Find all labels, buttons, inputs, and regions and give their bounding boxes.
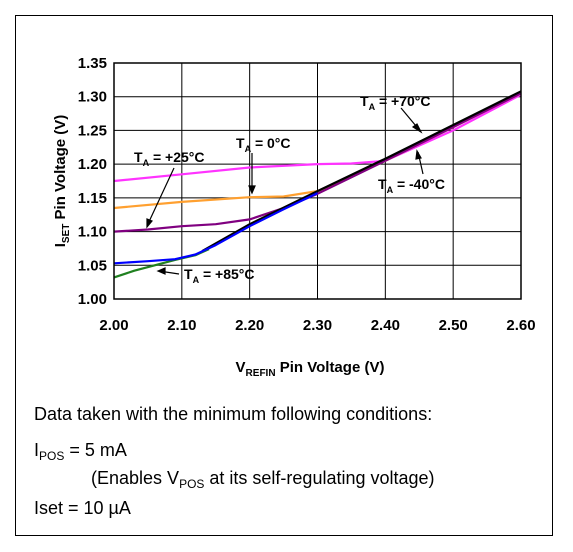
note-line-1: Data taken with the minimum following co… [34,404,433,424]
annotation-t0-main: T [236,135,245,151]
annotation-t0-rest: = 0°C [251,135,290,151]
y-tick-label: 1.35 [78,55,107,72]
note-line-3-pre: (Enables V [91,468,180,488]
note-line-3-sub: POS [179,477,205,491]
x-tick-label: 2.10 [167,317,196,334]
y-axis-label-sub: SET [61,224,72,243]
x-axis-label: VREFIN Pin Voltage (V) [236,359,385,379]
annotation-t25-main: T [134,149,143,165]
y-tick-label: 1.30 [78,89,107,106]
y-axis-label-rest: Pin Voltage (V) [52,115,69,224]
annotation-arrows [146,107,424,275]
annotation-t70-sub: A [369,102,376,112]
note-line-2: IPOS = 5 mA [34,440,127,463]
y-tick-label: 1.05 [78,257,107,274]
x-tick-label: 2.40 [371,317,400,334]
annotation-t70-rest: = +70°C [375,93,430,109]
x-tick-label: 2.60 [506,317,535,334]
figure-frame: 2.00 2.10 2.20 2.30 2.40 2.50 2.60 1.00 1.05 1.1… [15,15,553,536]
annotation-t0-sub: A [245,144,252,154]
note-line-2-rest: = 5 mA [64,440,127,460]
arrowhead-t70 [411,123,423,134]
annotation-t25-sub: A [143,158,150,168]
note-line-3-post: at its self-regulating voltage) [204,468,435,488]
x-tick-label: 2.00 [99,317,128,334]
y-tick-label: 1.20 [78,156,107,173]
y-tick-label: 1.00 [78,291,107,308]
x-axis-label-rest: Pin Voltage (V) [276,359,385,376]
arrowhead-t0 [248,185,256,195]
y-axis-label: ISET Pin Voltage (V) [52,115,72,248]
y-axis-label-main: I [52,243,69,247]
arrowhead-t25 [146,218,153,229]
series-group [113,90,522,279]
arrow-t25 [146,167,175,227]
annotation-t70-main: T [360,93,369,109]
grid [113,62,522,300]
series-line-5 [113,192,318,265]
annotation-t25: TA = +25°C [134,149,204,168]
y-tick-labels: 1.00 1.05 1.10 1.15 1.20 1.25 1.30 1.35 [78,55,107,308]
arrowhead-tm40 [415,149,422,160]
note-line-2-main: I [34,440,40,460]
annotation-tm40-main: T [378,176,387,192]
annotation-t25-rest: = +25°C [149,149,204,165]
x-axis-label-main: V [236,359,246,376]
x-tick-label: 2.50 [439,317,468,334]
series-line-3 [201,90,522,253]
annotation-t85: TA = +85°C [184,266,254,285]
annotation-tm40: TA = -40°C [378,176,445,195]
annotation-t70: TA = +70°C [360,93,430,112]
y-tick-label: 1.15 [78,190,107,207]
x-tick-labels: 2.00 2.10 2.20 2.30 2.40 2.50 2.60 [99,317,535,334]
annotation-t85-sub: A [193,275,200,285]
series-line-2 [113,92,522,233]
annotation-t85-main: T [184,266,193,282]
x-axis-label-sub: REFIN [246,368,276,379]
annotation-t85-rest: = +85°C [199,266,254,282]
x-tick-label: 2.30 [303,317,332,334]
annotation-tm40-sub: A [387,185,394,195]
arrowhead-t85 [156,267,166,275]
note-line-2-sub: POS [39,449,65,463]
plot-border [113,62,522,300]
y-tick-label: 1.10 [78,224,107,241]
chart: 2.00 2.10 2.20 2.30 2.40 2.50 2.60 1.00 1.05 1.1… [52,55,536,379]
series-line-0 [113,93,522,183]
annotation-tm40-rest: = -40°C [393,176,445,192]
note-line-4: Iset = 10 µA [34,498,131,518]
note-line-3: (Enables VPOS at its self-regulating vol… [91,468,435,491]
y-tick-label: 1.25 [78,122,107,139]
annotation-t0: TA = 0°C [236,135,291,154]
x-tick-label: 2.20 [235,317,264,334]
